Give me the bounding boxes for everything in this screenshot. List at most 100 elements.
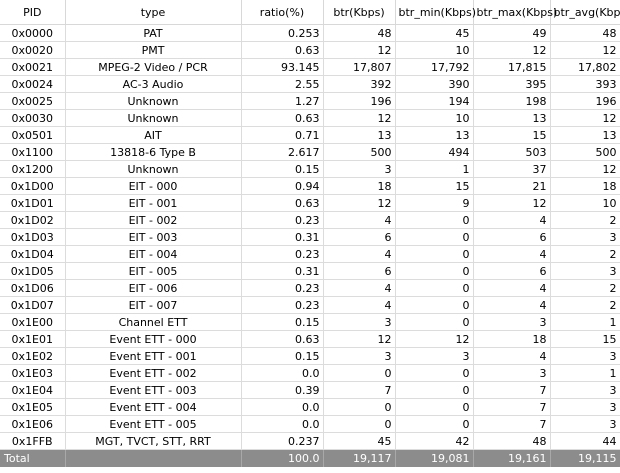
pid-cell: 0x0501 (0, 126, 66, 144)
btr-min-cell: 0 (395, 313, 474, 331)
type-cell: Unknown (65, 160, 242, 178)
btr-max-cell: 395 (473, 75, 551, 93)
table-row[interactable]: 0x1D07 EIT - 007 0.23 4 0 4 2 (0, 296, 620, 314)
btr-min-cell: 42 (395, 432, 474, 450)
btr-max-cell: 13 (473, 109, 551, 127)
btr-max-cell: 4 (473, 279, 551, 297)
pid-cell: 0x1E01 (0, 330, 66, 348)
table-row[interactable]: 0x1D03 EIT - 003 0.31 6 0 6 3 (0, 228, 620, 246)
btr-cell: 3 (323, 160, 396, 178)
btr-avg-cell: 18 (550, 177, 620, 195)
table-row[interactable]: 0x0000 PAT 0.253 48 45 49 48 (0, 24, 620, 42)
ratio-cell: 0.23 (241, 279, 324, 297)
column-header-btr-avg[interactable]: btr_avg(Kbps) (550, 0, 620, 25)
type-cell: Event ETT - 004 (65, 398, 242, 416)
table-row[interactable]: 0x1E06 Event ETT - 005 0.0 0 0 7 3 (0, 415, 620, 433)
btr-avg-cell: 500 (550, 143, 620, 161)
pid-cell: 0x1E04 (0, 381, 66, 399)
btr-avg-cell: 393 (550, 75, 620, 93)
table-row[interactable]: 0x1D00 EIT - 000 0.94 18 15 21 18 (0, 177, 620, 195)
table-row[interactable]: 0x0021 MPEG-2 Video / PCR 93.145 17,807 17,7… (0, 58, 620, 76)
table-row[interactable]: 0x1D06 EIT - 006 0.23 4 0 4 2 (0, 279, 620, 297)
type-cell: Event ETT - 002 (65, 364, 242, 382)
table-row[interactable]: 0x1D01 EIT - 001 0.63 12 9 12 10 (0, 194, 620, 212)
table-row[interactable]: 0x0025 Unknown 1.27 196 194 198 196 (0, 92, 620, 110)
pid-cell: 0x1D07 (0, 296, 66, 314)
column-header-btr-max[interactable]: btr_max(Kbps) (473, 0, 557, 25)
column-header-btr-min[interactable]: btr_min(Kbps) (395, 0, 476, 25)
btr-avg-cell: 2 (550, 245, 620, 263)
btr-max-cell: 21 (473, 177, 551, 195)
type-cell: EIT - 003 (65, 228, 242, 246)
ratio-cell: 0.23 (241, 211, 324, 229)
table-row[interactable]: 0x1E00 Channel ETT 0.15 3 0 3 1 (0, 313, 620, 331)
ratio-cell: 0.39 (241, 381, 324, 399)
pid-cell: 0x0021 (0, 58, 66, 76)
btr-max-cell: 4 (473, 245, 551, 263)
pid-cell: 0x1D02 (0, 211, 66, 229)
column-header-type[interactable]: type (65, 0, 242, 25)
column-header-pid[interactable]: PID (0, 0, 66, 25)
table-row[interactable]: 0x1E04 Event ETT - 003 0.39 7 0 7 3 (0, 381, 620, 399)
ratio-cell: 0.15 (241, 160, 324, 178)
type-cell: MGT, TVCT, STT, RRT (65, 432, 242, 450)
table-row[interactable]: 0x1D04 EIT - 004 0.23 4 0 4 2 (0, 245, 620, 263)
ratio-cell: 0.71 (241, 126, 324, 144)
ratio-cell: 0.31 (241, 262, 324, 280)
btr-cell: 45 (323, 432, 396, 450)
btr-avg-cell: 3 (550, 381, 620, 399)
column-header-btr[interactable]: btr(Kbps) (323, 0, 396, 25)
type-cell: Unknown (65, 92, 242, 110)
table-row[interactable]: 0x0030 Unknown 0.63 12 10 13 12 (0, 109, 620, 127)
btr-max-cell: 17,815 (473, 58, 551, 76)
btr-cell: 500 (323, 143, 396, 161)
column-header-ratio[interactable]: ratio(%) (241, 0, 324, 25)
type-cell: Event ETT - 000 (65, 330, 242, 348)
pid-cell: 0x1100 (0, 143, 66, 161)
total-label: Total (0, 449, 66, 467)
btr-cell: 48 (323, 24, 396, 42)
table-row[interactable]: 0x0024 AC-3 Audio 2.55 392 390 395 393 (0, 75, 620, 93)
ratio-cell: 0.253 (241, 24, 324, 42)
ratio-cell: 0.0 (241, 415, 324, 433)
btr-cell: 12 (323, 109, 396, 127)
table-row[interactable]: 0x1D05 EIT - 005 0.31 6 0 6 3 (0, 262, 620, 280)
table-row[interactable]: 0x0020 PMT 0.63 12 10 12 12 (0, 41, 620, 59)
btr-max-cell: 6 (473, 228, 551, 246)
ratio-cell: 0.237 (241, 432, 324, 450)
btr-max-cell: 49 (473, 24, 551, 42)
table-row[interactable]: 0x1E05 Event ETT - 004 0.0 0 0 7 3 (0, 398, 620, 416)
btr-min-cell: 0 (395, 364, 474, 382)
table-row[interactable]: 0x1D02 EIT - 002 0.23 4 0 4 2 (0, 211, 620, 229)
ratio-cell: 0.0 (241, 364, 324, 382)
ratio-cell: 0.15 (241, 313, 324, 331)
ratio-cell: 2.55 (241, 75, 324, 93)
btr-avg-cell: 2 (550, 279, 620, 297)
btr-min-cell: 494 (395, 143, 474, 161)
table-row[interactable]: 0x0501 AIT 0.71 13 13 15 13 (0, 126, 620, 144)
ratio-cell: 0.63 (241, 194, 324, 212)
pid-cell: 0x1D05 (0, 262, 66, 280)
btr-min-cell: 0 (395, 245, 474, 263)
btr-cell: 196 (323, 92, 396, 110)
pid-cell: 0x1D04 (0, 245, 66, 263)
table-row[interactable]: 0x1E02 Event ETT - 001 0.15 3 3 4 3 (0, 347, 620, 365)
btr-avg-cell: 1 (550, 313, 620, 331)
table-row[interactable]: 0x1FFB MGT, TVCT, STT, RRT 0.237 45 42 48 44 (0, 432, 620, 450)
btr-avg-cell: 1 (550, 364, 620, 382)
table-row[interactable]: 0x1200 Unknown 0.15 3 1 37 12 (0, 160, 620, 178)
table-row[interactable]: 0x1E01 Event ETT - 000 0.63 12 12 18 15 (0, 330, 620, 348)
type-cell: 13818-6 Type B (65, 143, 242, 161)
btr-avg-cell: 17,802 (550, 58, 620, 76)
total-ratio-cell: 100.0 (241, 449, 324, 467)
btr-max-cell: 503 (473, 143, 551, 161)
table-row[interactable]: 0x1100 13818-6 Type B 2.617 500 494 503 500 (0, 143, 620, 161)
table-body: 0x0000 PAT 0.253 48 45 49 48 0x0020 PMT 0.63 12 10 1… (0, 24, 620, 450)
table-row[interactable]: 0x1E03 Event ETT - 002 0.0 0 0 3 1 (0, 364, 620, 382)
btr-max-cell: 12 (473, 194, 551, 212)
pid-cell: 0x1E00 (0, 313, 66, 331)
btr-cell: 0 (323, 415, 396, 433)
btr-max-cell: 4 (473, 211, 551, 229)
btr-cell: 6 (323, 228, 396, 246)
